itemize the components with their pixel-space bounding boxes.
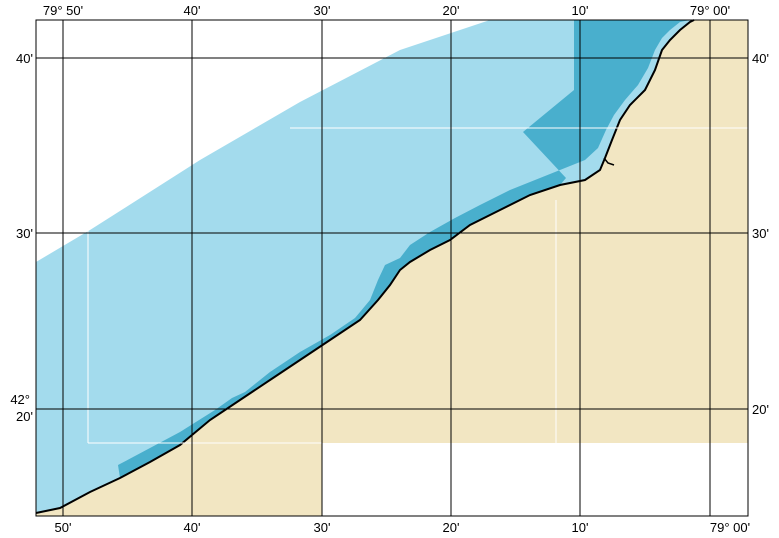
left-label-40: 40'	[16, 51, 33, 66]
right-label-20: 20'	[752, 402, 769, 417]
jetty-mark	[603, 157, 615, 166]
top-label-40: 40'	[184, 3, 201, 18]
deep-water-area	[36, 20, 694, 513]
bottom-label-20: 20'	[443, 520, 460, 535]
top-label-20: 20'	[443, 3, 460, 18]
coastline	[35, 19, 695, 514]
bottom-label-50: 50'	[55, 520, 72, 535]
bottom-label-10: 10'	[572, 520, 589, 535]
left-label-42-deg: 42°	[10, 392, 30, 407]
shallow-water-area	[118, 20, 690, 478]
right-label-30: 30'	[752, 226, 769, 241]
left-label-30: 30'	[16, 226, 33, 241]
bottom-label-40: 40'	[184, 520, 201, 535]
bottom-label-30: 30'	[314, 520, 331, 535]
right-label-40: 40'	[752, 51, 769, 66]
map-frame	[35, 19, 749, 517]
top-label-30: 30'	[314, 3, 331, 18]
left-label-20: 20'	[16, 409, 33, 424]
land-area	[36, 20, 748, 516]
bottom-label-79-00: 79° 00'	[710, 520, 750, 535]
top-label-79-50: 79° 50'	[43, 3, 83, 18]
top-label-79-00: 79° 00'	[690, 3, 730, 18]
top-label-10: 10'	[572, 3, 589, 18]
